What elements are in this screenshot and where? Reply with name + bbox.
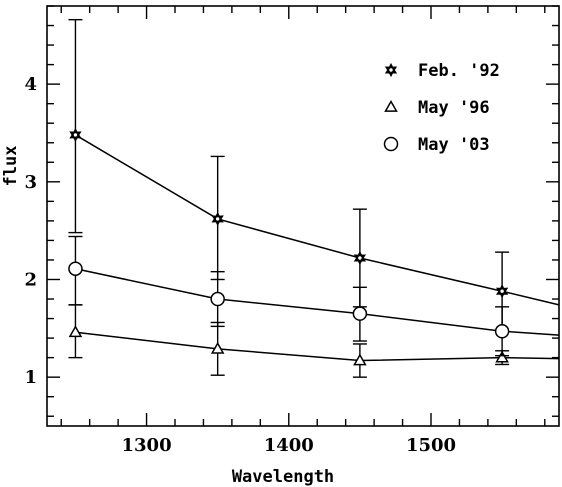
circle-marker	[383, 136, 399, 152]
legend-label: May '96	[418, 98, 490, 118]
circle-marker	[210, 291, 225, 307]
triangle-marker	[210, 341, 225, 354]
y-axis-title: flux	[1, 146, 21, 187]
circle-marker	[494, 324, 510, 339]
legend-label: May '03	[418, 135, 490, 155]
triangle-marker	[353, 353, 367, 366]
triangle-marker	[495, 350, 509, 363]
series-line	[75, 268, 560, 336]
series-line	[75, 331, 560, 362]
star-marker-center	[215, 217, 220, 221]
triangle-marker	[68, 325, 83, 338]
axes: 1300 1400 1500 1 2 3 4	[24, 5, 560, 456]
x-axis-title: Wavelength	[232, 467, 334, 487]
y-tick-label: 1	[24, 367, 37, 388]
star-marker-center	[389, 68, 393, 72]
plot-frame	[46, 5, 560, 427]
star-marker-center	[73, 133, 78, 137]
series-layer	[68, 18, 560, 378]
series-line	[75, 134, 560, 306]
x-tick-label: 1500	[406, 435, 456, 456]
series	[68, 235, 560, 357]
x-tick-label: 1300	[122, 435, 172, 456]
legend-label: Feb. '92	[418, 61, 500, 81]
star-marker-center	[500, 289, 504, 293]
circle-marker	[352, 306, 368, 321]
y-tick-label: 2	[24, 269, 37, 290]
star-marker-center	[358, 256, 362, 260]
circle-marker	[68, 261, 83, 276]
x-tick-label: 1400	[264, 435, 314, 456]
series	[68, 304, 560, 378]
y-tick-label: 3	[24, 172, 37, 193]
triangle-marker	[384, 99, 398, 112]
legend: Feb. '92 May '96 May '03	[383, 61, 500, 155]
y-tick-label: 4	[24, 74, 37, 95]
